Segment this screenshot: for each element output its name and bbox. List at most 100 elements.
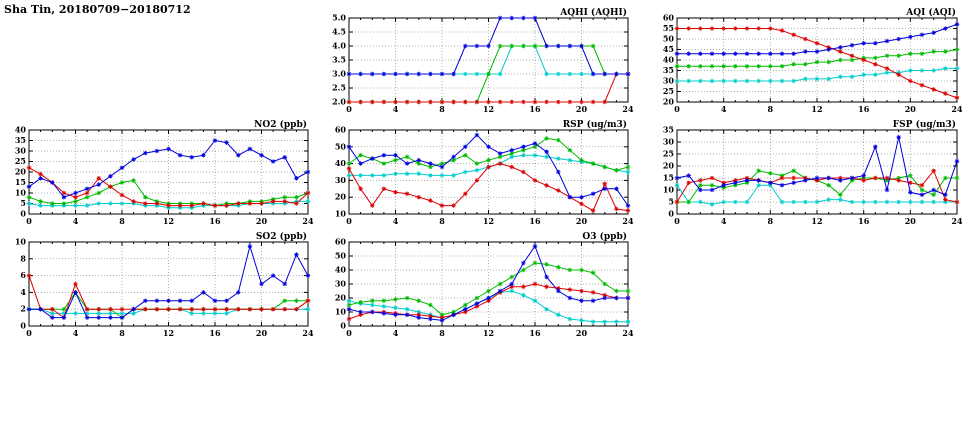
svg-text:4.5: 4.5: [332, 27, 346, 37]
svg-text:AQI (AQI): AQI (AQI): [905, 7, 956, 18]
svg-text:16: 16: [209, 216, 221, 226]
chart-o3: 0 10 20 30 40 50 60 0 4 8 12 16 20 24 O3 (ppb): [322, 230, 634, 340]
svg-text:0: 0: [346, 216, 352, 226]
svg-text:SO2 (ppb): SO2 (ppb): [256, 231, 307, 242]
svg-text:45: 45: [663, 44, 674, 54]
svg-text:50: 50: [335, 141, 347, 151]
svg-text:4.0: 4.0: [332, 41, 346, 51]
svg-text:0: 0: [340, 321, 346, 331]
svg-text:30: 30: [15, 146, 27, 156]
svg-text:16: 16: [529, 104, 541, 114]
svg-text:8: 8: [119, 328, 125, 338]
svg-text:16: 16: [858, 216, 870, 226]
svg-text:0: 0: [668, 209, 674, 219]
svg-text:0: 0: [20, 321, 26, 331]
svg-text:0: 0: [674, 216, 680, 226]
svg-text:8: 8: [439, 104, 445, 114]
svg-text:12: 12: [163, 216, 174, 226]
svg-text:4: 4: [721, 216, 727, 226]
svg-text:30: 30: [663, 76, 675, 86]
svg-text:O3 (ppb): O3 (ppb): [582, 231, 627, 242]
svg-text:0: 0: [346, 328, 352, 338]
svg-text:20: 20: [15, 167, 27, 177]
svg-text:3.5: 3.5: [332, 55, 346, 65]
svg-text:0: 0: [20, 209, 26, 219]
svg-text:0: 0: [346, 104, 352, 114]
svg-text:24: 24: [622, 104, 634, 114]
svg-text:10: 10: [335, 209, 347, 219]
svg-text:6: 6: [20, 270, 26, 280]
svg-text:4: 4: [393, 216, 399, 226]
svg-text:5: 5: [668, 197, 674, 207]
svg-text:35: 35: [15, 135, 26, 145]
svg-text:15: 15: [15, 177, 26, 187]
svg-text:50: 50: [663, 34, 675, 44]
svg-text:20: 20: [576, 216, 588, 226]
svg-text:40: 40: [335, 265, 347, 275]
svg-text:12: 12: [483, 328, 494, 338]
svg-text:12: 12: [483, 216, 494, 226]
svg-text:4: 4: [393, 104, 399, 114]
svg-text:12: 12: [811, 104, 822, 114]
chart-rsp: 10 20 30 40 50 60 0 4 8 12 16 20 24 RSP (ug/m3): [322, 118, 634, 228]
svg-text:4: 4: [73, 328, 79, 338]
chart-aqi: 20 25 30 35 40 45 50 55 60 0 4 8 12 16 20 24 AQI (AQI): [650, 6, 963, 116]
svg-text:2: 2: [20, 304, 26, 314]
svg-text:15: 15: [663, 173, 674, 183]
svg-text:AQHI (AQHI): AQHI (AQHI): [559, 7, 627, 18]
svg-text:8: 8: [20, 253, 26, 263]
svg-text:RSP (ug/m3): RSP (ug/m3): [563, 119, 627, 130]
svg-text:25: 25: [15, 156, 26, 166]
svg-text:FSP (ug/m3): FSP (ug/m3): [893, 119, 956, 130]
svg-text:60: 60: [335, 237, 347, 247]
svg-text:24: 24: [302, 216, 314, 226]
svg-text:24: 24: [951, 104, 963, 114]
svg-text:2.5: 2.5: [332, 83, 346, 93]
svg-text:20: 20: [663, 97, 675, 107]
svg-text:35: 35: [663, 125, 674, 135]
svg-text:4: 4: [20, 287, 26, 297]
svg-text:0: 0: [26, 216, 32, 226]
svg-text:30: 30: [335, 279, 347, 289]
chart-so2: 0 2 4 6 8 10 0 4 8 12 16 20 24 SO2 (ppb): [2, 230, 314, 340]
svg-text:30: 30: [335, 175, 347, 185]
svg-text:20: 20: [256, 328, 268, 338]
svg-text:55: 55: [663, 23, 674, 33]
svg-text:35: 35: [663, 65, 674, 75]
svg-text:4: 4: [721, 104, 727, 114]
svg-text:25: 25: [663, 149, 674, 159]
svg-text:0: 0: [674, 104, 680, 114]
svg-text:25: 25: [663, 86, 674, 96]
page-title: Sha Tin, 20180709−20180712: [4, 3, 191, 16]
svg-text:40: 40: [335, 158, 347, 168]
svg-text:20: 20: [256, 216, 268, 226]
svg-text:12: 12: [163, 328, 174, 338]
svg-text:16: 16: [529, 328, 541, 338]
svg-text:30: 30: [663, 137, 675, 147]
svg-text:4: 4: [73, 216, 79, 226]
chart-fsp: 0 5 10 15 20 25 30 35 0 4 8 12 16 20 24 FSP (ug/m3): [650, 118, 963, 228]
svg-text:20: 20: [663, 161, 675, 171]
svg-text:5: 5: [20, 198, 26, 208]
svg-text:8: 8: [119, 216, 125, 226]
svg-text:4: 4: [393, 328, 399, 338]
svg-text:16: 16: [209, 328, 221, 338]
o3-plot: 0 10 20 30 40 50 60 0 4 8 12 16 20 24 O3 (ppb): [335, 231, 634, 338]
svg-text:20: 20: [905, 104, 917, 114]
svg-text:24: 24: [951, 216, 963, 226]
aqhi-plot: 2.0 2.5 3.0 3.5 4.0 4.5 5.0 0 4 8 12 16 20 24 AQHI (AQ…: [332, 7, 634, 114]
svg-text:20: 20: [335, 192, 347, 202]
svg-text:10: 10: [663, 185, 675, 195]
svg-text:10: 10: [15, 188, 27, 198]
svg-text:8: 8: [439, 216, 445, 226]
svg-text:16: 16: [529, 216, 541, 226]
svg-text:16: 16: [858, 104, 870, 114]
svg-text:60: 60: [335, 125, 347, 135]
svg-text:20: 20: [335, 293, 347, 303]
svg-text:8: 8: [768, 216, 774, 226]
